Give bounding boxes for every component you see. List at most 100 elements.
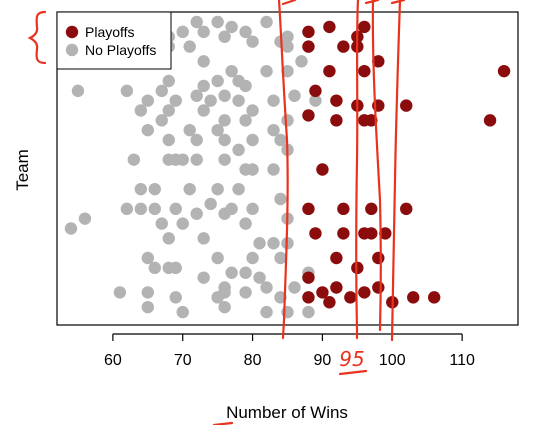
point-playoffs <box>330 114 343 127</box>
annotation-layer <box>27 0 406 425</box>
point-no-playoffs <box>141 300 155 314</box>
point-no-playoffs <box>218 114 231 127</box>
point-no-playoffs <box>190 15 203 29</box>
point-no-playoffs <box>162 104 175 117</box>
point-no-playoffs <box>127 153 141 166</box>
point-playoffs <box>323 296 336 309</box>
point-no-playoffs <box>190 207 203 220</box>
point-no-playoffs <box>281 40 294 53</box>
point-playoffs <box>427 291 441 304</box>
point-no-playoffs <box>218 153 231 166</box>
x-tick-label: 110 <box>449 352 475 369</box>
hand-drawn-underline <box>338 369 368 376</box>
point-no-playoffs <box>190 89 203 102</box>
point-no-playoffs <box>302 305 315 319</box>
point-no-playoffs <box>239 114 252 127</box>
point-no-playoffs <box>176 25 189 39</box>
point-no-playoffs <box>141 251 155 265</box>
point-playoffs <box>379 227 392 240</box>
point-no-playoffs <box>134 104 148 117</box>
point-no-playoffs <box>218 207 231 220</box>
point-no-playoffs <box>176 217 189 230</box>
point-no-playoffs <box>246 35 259 48</box>
point-no-playoffs <box>155 114 168 127</box>
point-playoffs <box>337 227 350 240</box>
point-no-playoffs <box>204 197 217 211</box>
legend-marker-playoffs <box>65 25 79 39</box>
point-no-playoffs <box>141 123 155 137</box>
point-no-playoffs <box>155 217 168 230</box>
point-no-playoffs <box>253 237 266 250</box>
point-no-playoffs <box>64 222 78 235</box>
point-playoffs <box>344 291 357 304</box>
point-no-playoffs <box>190 133 203 147</box>
point-no-playoffs <box>211 74 224 88</box>
point-no-playoffs <box>183 182 196 196</box>
point-no-playoffs <box>267 237 280 250</box>
point-no-playoffs <box>267 123 280 137</box>
point-playoffs <box>309 227 322 240</box>
point-no-playoffs <box>120 84 134 98</box>
point-no-playoffs <box>260 64 273 78</box>
x-axis: 60 70 80 90 100 110 <box>104 333 475 369</box>
point-playoffs <box>309 84 322 98</box>
point-no-playoffs <box>183 40 196 53</box>
point-playoffs <box>400 99 413 112</box>
point-no-playoffs <box>134 182 148 196</box>
point-playoffs <box>330 281 343 294</box>
point-no-playoffs <box>288 89 301 102</box>
point-playoffs <box>372 251 385 265</box>
point-no-playoffs <box>260 305 273 319</box>
hand-drawn-line-4 <box>390 0 402 342</box>
point-no-playoffs <box>211 251 224 265</box>
point-no-playoffs <box>260 281 273 294</box>
point-playoffs <box>400 202 413 216</box>
point-no-playoffs <box>239 266 252 279</box>
x-tick-label: 60 <box>104 352 122 369</box>
point-playoffs <box>365 114 378 127</box>
point-no-playoffs <box>246 104 259 117</box>
hand-drawn-tick-top-2 <box>364 0 380 5</box>
point-no-playoffs <box>218 89 231 102</box>
point-no-playoffs <box>169 261 182 275</box>
points-layer <box>64 15 511 319</box>
x-tick-label: 80 <box>244 352 262 369</box>
point-no-playoffs <box>295 55 308 68</box>
point-no-playoffs <box>260 15 273 29</box>
point-no-playoffs <box>162 232 175 245</box>
hand-drawn-line-3 <box>371 0 382 332</box>
point-no-playoffs <box>169 291 182 304</box>
plot-frame <box>56 11 519 326</box>
hand-drawn-line-2 <box>355 0 360 340</box>
point-no-playoffs <box>218 300 231 314</box>
point-no-playoffs <box>274 251 287 265</box>
point-no-playoffs <box>281 114 294 127</box>
point-no-playoffs <box>274 133 287 147</box>
point-no-playoffs <box>246 202 259 216</box>
point-no-playoffs <box>169 202 182 216</box>
x-tick-label: 90 <box>314 352 332 369</box>
point-no-playoffs <box>267 94 280 107</box>
point-no-playoffs <box>197 232 210 245</box>
legend: Playoffs No Playoffs <box>56 11 172 70</box>
point-playoffs <box>316 286 329 299</box>
point-no-playoffs <box>274 192 287 206</box>
point-playoffs <box>497 64 511 78</box>
legend-label-playoffs: Playoffs <box>85 24 135 40</box>
point-playoffs <box>337 202 350 216</box>
point-no-playoffs <box>232 143 245 157</box>
legend-box <box>56 11 172 70</box>
point-no-playoffs <box>197 55 210 68</box>
point-playoffs <box>358 286 371 299</box>
point-no-playoffs <box>225 20 238 34</box>
point-no-playoffs <box>141 286 155 299</box>
point-no-playoffs <box>141 94 155 107</box>
point-playoffs <box>337 40 350 53</box>
point-no-playoffs <box>239 286 252 299</box>
x-axis-title: Number of Wins <box>226 403 348 422</box>
point-no-playoffs <box>190 153 203 166</box>
point-no-playoffs <box>309 94 322 107</box>
point-no-playoffs <box>211 182 224 196</box>
point-no-playoffs <box>218 30 231 43</box>
point-playoffs <box>302 271 315 284</box>
